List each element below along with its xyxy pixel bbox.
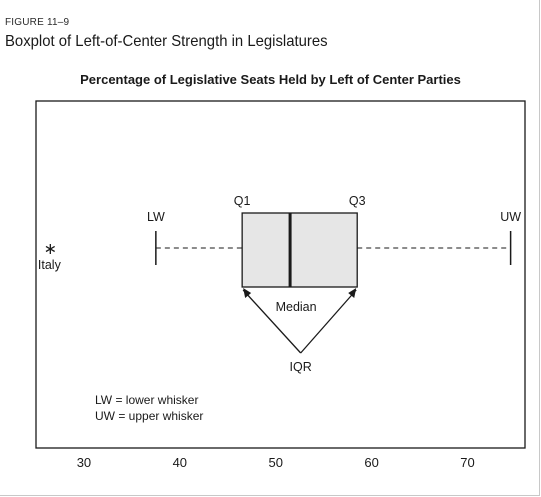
legend-note: UW = upper whisker [95, 409, 203, 423]
iqr-arrow-right [300, 289, 357, 354]
chart-title: Percentage of Legislative Seats Held by … [80, 72, 461, 87]
lw-label: LW [147, 210, 165, 224]
q3-label: Q3 [349, 194, 366, 208]
iqr-arrowhead-left [243, 288, 252, 298]
figure-label: FIGURE 11–9 [5, 17, 70, 28]
legend-note: LW = lower whisker [95, 393, 198, 407]
iqr-arrowhead-right [348, 288, 357, 298]
iqr-box [241, 212, 358, 288]
plot-frame [35, 100, 526, 449]
uw-label: UW [500, 210, 521, 224]
q1-label: Q1 [234, 194, 251, 208]
median-label: Median [276, 300, 317, 314]
outlier-label: Italy [38, 258, 62, 272]
outlier-marker: ∗ [44, 239, 57, 258]
x-tick-label: 40 [173, 455, 187, 470]
x-tick-label: 50 [268, 455, 282, 470]
figure-title: Boxplot of Left-of-Center Strength in Le… [5, 33, 328, 50]
x-tick-label: 60 [364, 455, 378, 470]
iqr-arrow-left [242, 289, 302, 354]
x-tick-label: 30 [77, 455, 91, 470]
x-tick-label: 70 [460, 455, 474, 470]
iqr-label: IQR [290, 360, 312, 374]
